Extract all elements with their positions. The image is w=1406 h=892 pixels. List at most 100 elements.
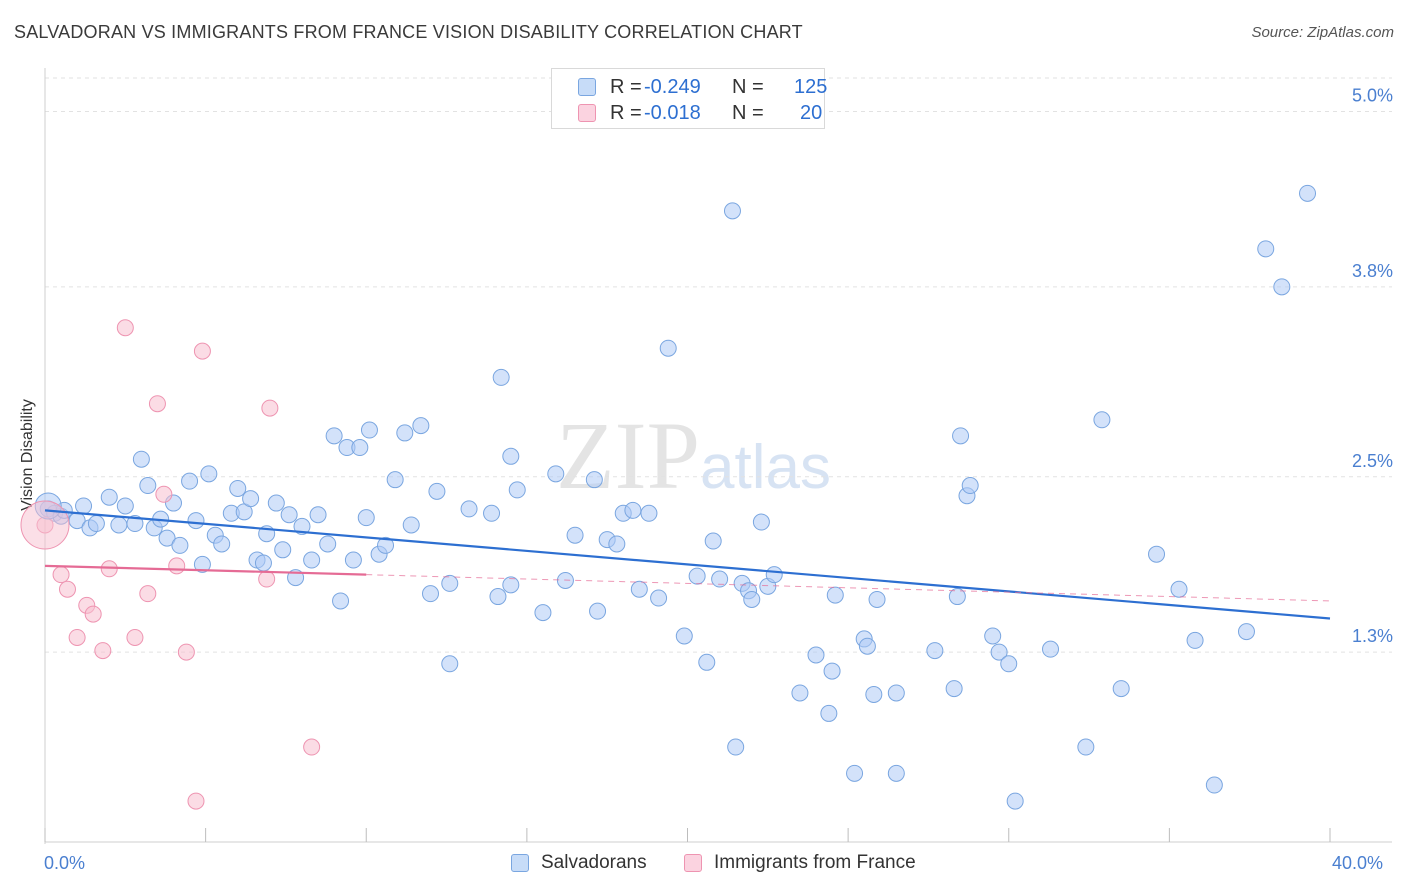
france-point <box>58 580 76 598</box>
salvadoran-point <box>1257 240 1275 258</box>
salvadoran-point <box>675 627 693 645</box>
salvadoran-point <box>534 604 552 622</box>
legend-swatch-salvadorans <box>578 78 596 96</box>
salvadoran-point <box>865 685 883 703</box>
salvadoran-point <box>293 517 311 535</box>
salvadoran-point <box>428 482 446 500</box>
salvadoran-point <box>926 642 944 660</box>
salvadoran-point <box>952 427 970 445</box>
salvadoran-point <box>846 764 864 782</box>
salvadoran-point <box>229 479 247 497</box>
france-point <box>258 570 276 588</box>
salvadoran-point <box>630 580 648 598</box>
france-point <box>52 566 70 584</box>
salvadoran-point <box>608 535 626 553</box>
france-point <box>303 738 321 756</box>
france-point <box>168 557 186 575</box>
salvadoran-point <box>807 646 825 664</box>
salvadoran-point <box>193 555 211 573</box>
salvadoran-point <box>650 589 668 607</box>
salvadoran-point <box>357 509 375 527</box>
salvadoran-point <box>948 588 966 606</box>
legend-r-label: R = <box>610 76 642 98</box>
france-point <box>261 399 279 417</box>
salvadoran-point <box>483 504 501 522</box>
salvadoran-point <box>990 643 1008 661</box>
salvadoran-point <box>200 465 218 483</box>
france-point <box>126 628 144 646</box>
france-point <box>84 605 102 623</box>
salvadoran-point <box>396 424 414 442</box>
salvadoran-point <box>688 567 706 585</box>
salvadoran-point <box>332 592 350 610</box>
salvadoran-point <box>87 515 105 533</box>
salvadoran-point <box>213 535 231 553</box>
france-point <box>193 342 211 360</box>
salvadoran-point <box>640 504 658 522</box>
salvadoran-point <box>1186 631 1204 649</box>
salvadoran-point <box>723 202 741 220</box>
salvadoran-point <box>1006 792 1024 810</box>
salvadoran-point <box>1000 655 1018 673</box>
y-tick-label: 2.5% <box>1352 451 1393 471</box>
salvadoran-point <box>489 588 507 606</box>
legend-n-label: N = <box>732 76 764 98</box>
france-point <box>177 643 195 661</box>
salvadoran-point <box>441 655 459 673</box>
salvadoran-point <box>820 704 838 722</box>
x-axis-min-label: 0.0% <box>44 853 86 873</box>
salvadoran-point <box>377 536 395 554</box>
salvadoran-point <box>132 450 150 468</box>
salvadoran-point <box>100 488 118 506</box>
legend-n-value: 125 <box>794 76 828 98</box>
salvadoran-point <box>351 439 369 457</box>
salvadoran-point <box>126 515 144 533</box>
bottom-legend-label-france: Immigrants from France <box>714 852 916 873</box>
salvadoran-trend-line <box>44 509 1331 620</box>
salvadoran-point <box>422 585 439 603</box>
salvadoran-point <box>242 490 260 508</box>
salvadoran-point <box>402 516 420 534</box>
france-point-large <box>20 500 70 550</box>
salvadoran-point <box>502 447 520 465</box>
salvadoran-point <box>791 684 809 702</box>
y-tick-label: 5.0% <box>1352 86 1393 106</box>
salvadoran-point <box>1148 545 1166 563</box>
salvadoran-point <box>1112 680 1130 698</box>
source-label: Source: ZipAtlas.com <box>1251 24 1394 41</box>
salvadoran-point <box>823 662 841 680</box>
salvadoran-point <box>360 421 378 439</box>
salvadoran-point <box>727 738 745 756</box>
salvadoran-point <box>659 339 677 357</box>
salvadoran-point <box>110 516 128 534</box>
salvadoran-point <box>1299 184 1317 202</box>
salvadoran-point <box>171 536 189 554</box>
y-tick-label: 3.8% <box>1352 261 1393 281</box>
legend-r-label: R = <box>610 102 642 124</box>
salvadoran-point <box>492 368 510 386</box>
salvadoran-point <box>585 471 603 489</box>
salvadoran-point <box>1042 640 1060 658</box>
salvadoran-point <box>508 481 526 499</box>
france-trend-extension <box>366 574 1331 602</box>
watermark: ZIPatlas <box>556 400 831 511</box>
salvadoran-point <box>1093 411 1111 429</box>
correlation-legend: R = -0.249 N = 125 R = -0.018 N = 20 <box>551 68 828 129</box>
salvadoran-point <box>75 497 93 515</box>
bottom-legend-label-salvadorans: Salvadorans <box>541 852 647 873</box>
salvadoran-point <box>826 586 844 604</box>
salvadoran-point <box>765 566 783 584</box>
chart-title: SALVADORAN VS IMMIGRANTS FROM FRANCE VIS… <box>14 22 803 42</box>
salvadoran-point <box>704 532 722 550</box>
salvadoran-point <box>547 465 565 483</box>
salvadoran-point <box>303 551 321 569</box>
watermark-right: atlas <box>700 433 831 502</box>
salvadoran-point <box>868 590 886 608</box>
salvadoran-point <box>325 427 343 445</box>
salvadoran-point <box>344 551 362 569</box>
salvadoran-point <box>711 570 729 588</box>
legend-r-value: -0.018 <box>644 102 701 124</box>
salvadoran-point <box>386 471 404 489</box>
salvadoran-point <box>743 590 761 608</box>
